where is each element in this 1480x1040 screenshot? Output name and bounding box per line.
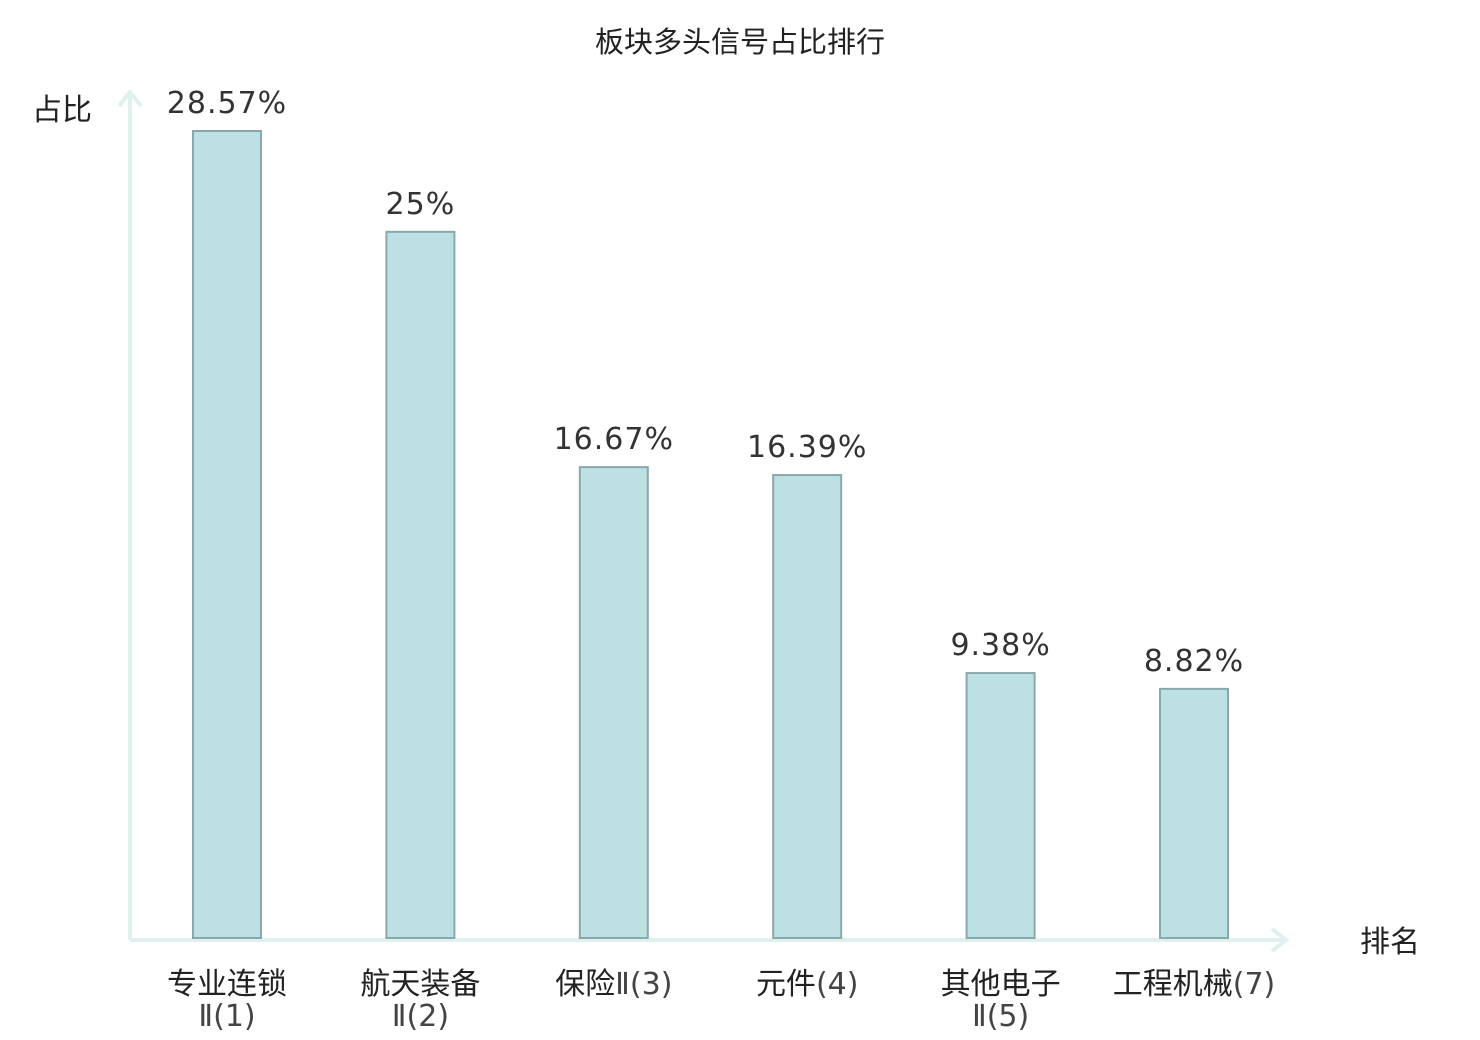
bar-6: [1159, 687, 1229, 939]
x-axis-label: 排名: [1360, 925, 1420, 960]
x-axis: [130, 927, 1290, 953]
category-suffix-5: Ⅱ(5): [972, 999, 1029, 1034]
value-label-6: 8.82%: [1144, 644, 1244, 679]
category-suffix-1: Ⅱ(1): [198, 999, 255, 1034]
value-label-2: 25%: [386, 187, 456, 222]
category-label-2: 航天装备: [360, 967, 480, 1002]
bar-4: [772, 474, 843, 939]
value-label-3: 16.67%: [554, 422, 674, 457]
category-label-3: 保险Ⅱ(3): [555, 967, 672, 1002]
value-labels-group: 28.57% 25% 16.67% 16.39% 9.38% 8.82%: [167, 86, 1244, 679]
chart-title: 板块多头信号占比排行: [595, 25, 885, 59]
bar-1: [192, 130, 262, 939]
category-label-4: 元件(4): [756, 967, 859, 1002]
category-label-6: 工程机械(7): [1113, 967, 1276, 1002]
value-label-1: 28.57%: [167, 86, 287, 121]
value-label-5: 9.38%: [950, 628, 1050, 663]
bars-group: [192, 130, 1229, 939]
y-axis-label: 占比: [32, 93, 92, 128]
y-axis: [117, 88, 143, 940]
category-suffix-2: Ⅱ(2): [392, 999, 449, 1034]
bar-5: [965, 672, 1036, 939]
category-label-1: 专业连锁: [167, 967, 287, 1002]
bar-2: [385, 230, 456, 939]
bar-3: [578, 466, 649, 939]
category-label-5: 其他电子: [941, 967, 1061, 1002]
value-label-4: 16.39%: [747, 430, 867, 465]
